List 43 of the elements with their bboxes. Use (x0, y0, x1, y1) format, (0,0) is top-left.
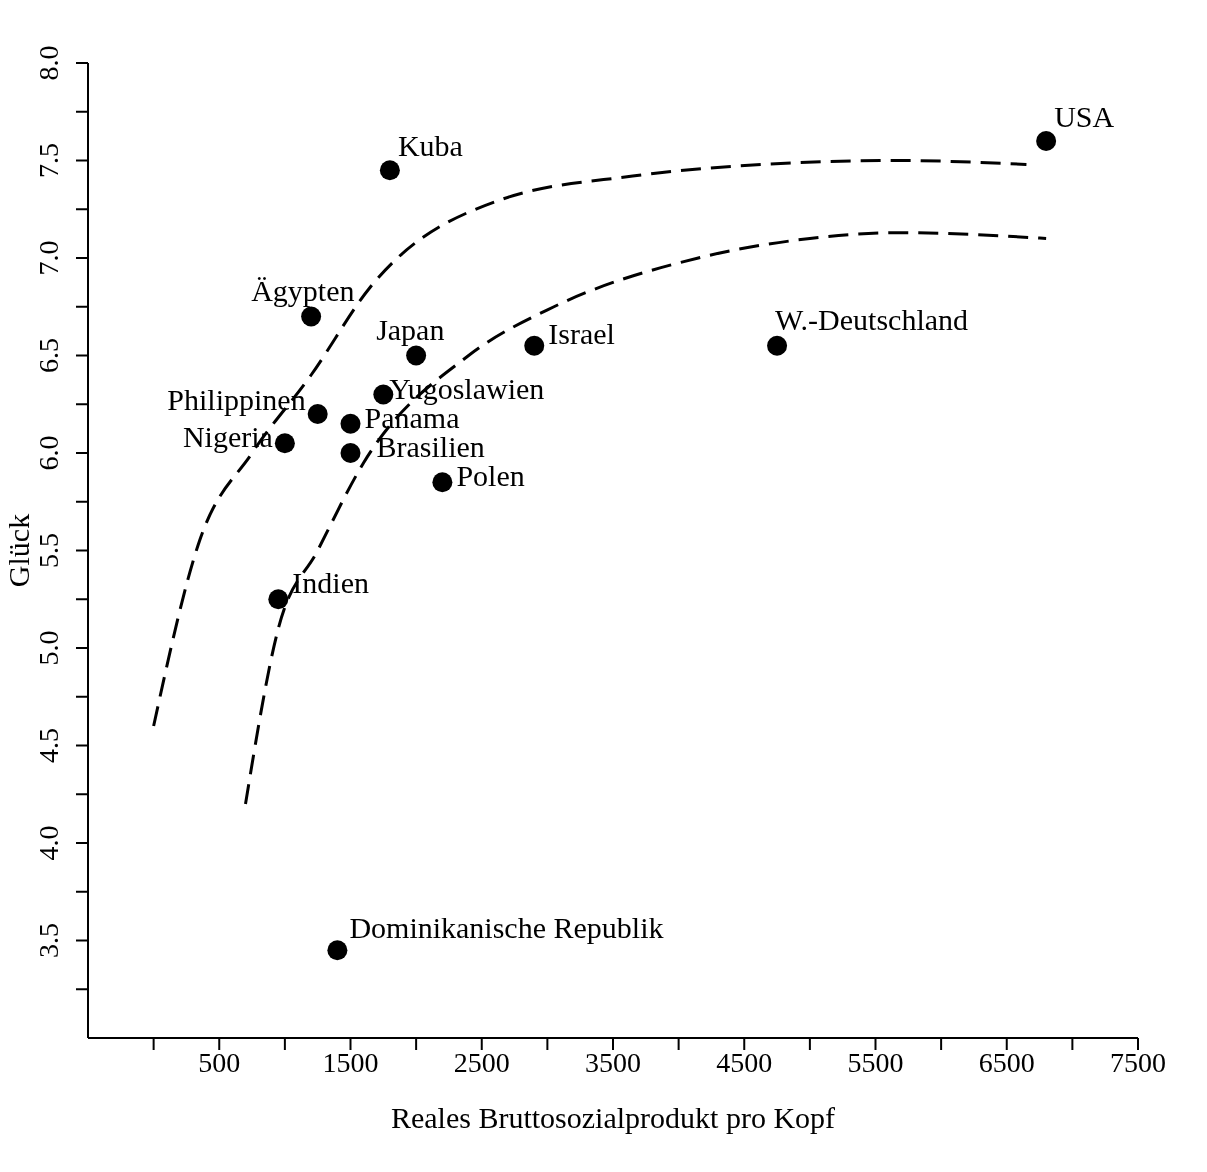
point (340, 413, 361, 434)
point (406, 345, 427, 366)
y-axis-title: Glück (1, 513, 35, 588)
y-tick-label: 6.5 (33, 338, 64, 373)
series-label: Kuba (397, 129, 463, 163)
y-tick-label: 7.5 (33, 143, 64, 178)
series-label: Japan (376, 312, 445, 346)
point (274, 433, 295, 454)
y-tick-label: 7.0 (33, 240, 64, 276)
point (767, 335, 788, 356)
y-tick-label: 5.5 (33, 533, 64, 568)
point (432, 472, 453, 493)
x-tick-label: 500 (198, 1046, 241, 1078)
series-label: Indien (292, 566, 369, 600)
y-tick-label: 6.0 (33, 435, 64, 471)
y-tick-label: 4.0 (33, 825, 64, 861)
series-label: Philippinen (167, 383, 306, 416)
x-tick-label: 7500 (1110, 1046, 1166, 1078)
x-tick-label: 2500 (453, 1046, 510, 1078)
point (340, 443, 361, 463)
x-axis-title: Reales Bruttosozialprodukt pro Kopf (390, 1101, 836, 1134)
series-label: W.-Deutschland (775, 302, 969, 336)
point (301, 306, 322, 327)
x-tick-label: 1500 (322, 1046, 379, 1078)
series-label: Dominikanische Republik (349, 911, 664, 945)
x-tick-label: 6500 (978, 1046, 1035, 1078)
point (307, 404, 328, 424)
y-tick-label: 5.0 (33, 630, 64, 666)
y-tick-label: 4.5 (33, 728, 64, 763)
line-series (152, 159, 1028, 728)
series-label: USA (1054, 100, 1115, 133)
point (268, 589, 289, 610)
point (379, 160, 400, 181)
series-label: Ägypten (251, 273, 355, 307)
series-label: Israel (548, 316, 615, 350)
point (327, 940, 348, 961)
y-tick-label: 8.0 (33, 45, 64, 81)
x-tick-label: 4500 (716, 1046, 773, 1078)
x-tick-label: 3500 (585, 1046, 641, 1078)
x-tick-label: 5500 (847, 1046, 904, 1078)
y-tick-label: 3.5 (33, 923, 64, 958)
point (1036, 131, 1057, 151)
point (524, 335, 545, 356)
